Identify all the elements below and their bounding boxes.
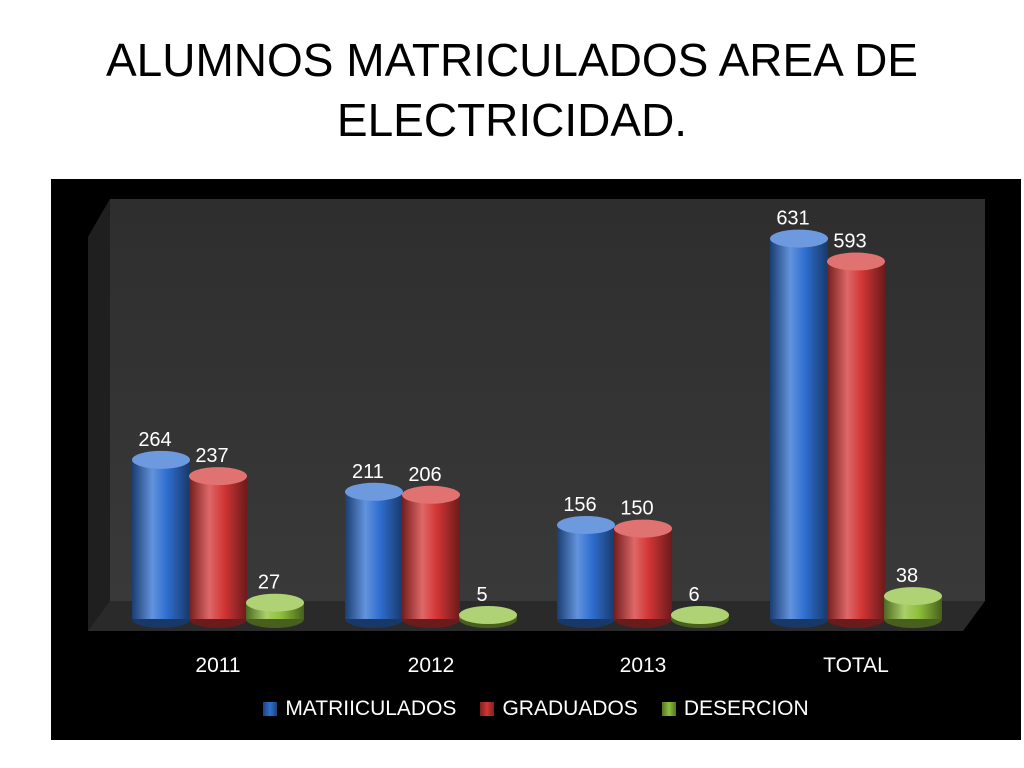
legend-swatch (480, 702, 495, 716)
bar-body (557, 524, 615, 619)
legend-label: GRADUADOS (502, 697, 638, 720)
plot-back-wall (88, 199, 985, 631)
data-label: 237 (195, 445, 228, 467)
data-label: 156 (563, 494, 596, 516)
legend-label: DESERCION (683, 697, 809, 720)
bar-top (827, 252, 885, 271)
data-label: 150 (620, 498, 653, 520)
bar-2012-desercion (459, 606, 517, 628)
title-line-1: ALUMNOS MATRICULADOS AREA DE (106, 34, 918, 86)
bar-2011-graduados (189, 467, 247, 628)
data-label: 211 (352, 461, 384, 483)
bar-body (189, 476, 247, 619)
x-tick-label: TOTAL (823, 654, 889, 677)
bar-total-graduados (827, 252, 885, 628)
title-line-2: ELECTRICIDAD. (336, 94, 688, 146)
bar-top (189, 467, 247, 486)
bar-top (770, 229, 828, 248)
bar-top (246, 593, 304, 612)
bar-2011-matriiculados (132, 450, 190, 628)
data-label: 38 (896, 565, 918, 587)
legend-swatch (263, 702, 278, 716)
bar-2013-matriiculados (557, 515, 615, 628)
data-label: 27 (258, 572, 280, 594)
page-title: ALUMNOS MATRICULADOS AREA DE ELECTRICIDA… (0, 30, 1024, 150)
data-label: 6 (688, 584, 699, 606)
bar-top (459, 606, 517, 624)
bar-body (614, 528, 672, 619)
x-tick-label: 2013 (620, 654, 667, 677)
bar-top (614, 519, 672, 538)
bar-body (345, 491, 403, 619)
bar-top (671, 606, 729, 624)
bar-top (402, 485, 460, 504)
legend-item: GRADUADOS (480, 697, 638, 721)
x-tick-label: 2011 (195, 654, 240, 677)
plot-floor (88, 601, 985, 631)
bar-total-desercion (884, 587, 942, 628)
data-label: 206 (408, 464, 441, 486)
bar-total-matriiculados (770, 229, 828, 628)
bar-body (770, 238, 828, 619)
bar-chart: 264 237 27 2011 211 206 5 2012 156 150 6 2013 631 593… (88, 199, 985, 677)
data-label: 264 (138, 429, 171, 451)
legend-item: DESERCION (661, 697, 809, 721)
bar-2013-graduados (614, 519, 672, 628)
data-label: 631 (776, 208, 809, 230)
bar-2012-matriiculados (345, 482, 403, 628)
bar-2011-desercion (246, 593, 304, 628)
bar-body (402, 494, 460, 619)
chart-legend: MATRIICULADOS GRADUADOS DESERCION (51, 697, 1021, 721)
bar-2012-graduados (402, 485, 460, 628)
legend-swatch (661, 702, 676, 716)
data-label: 593 (833, 231, 866, 253)
bar-body (827, 261, 885, 619)
bar-2013-desercion (671, 606, 729, 628)
x-tick-label: 2012 (408, 654, 455, 677)
bar-top (345, 482, 403, 501)
plot-side-wall (88, 199, 110, 631)
bar-top (884, 587, 942, 606)
bar-top (132, 450, 190, 469)
bar-body (132, 459, 190, 619)
chart-container: 264 237 27 2011 211 206 5 2012 156 150 6 2013 631 593… (51, 179, 1021, 740)
legend-item: MATRIICULADOS (263, 697, 456, 721)
data-label: 5 (476, 584, 487, 606)
legend-label: MATRIICULADOS (285, 697, 457, 720)
bar-top (557, 515, 615, 534)
